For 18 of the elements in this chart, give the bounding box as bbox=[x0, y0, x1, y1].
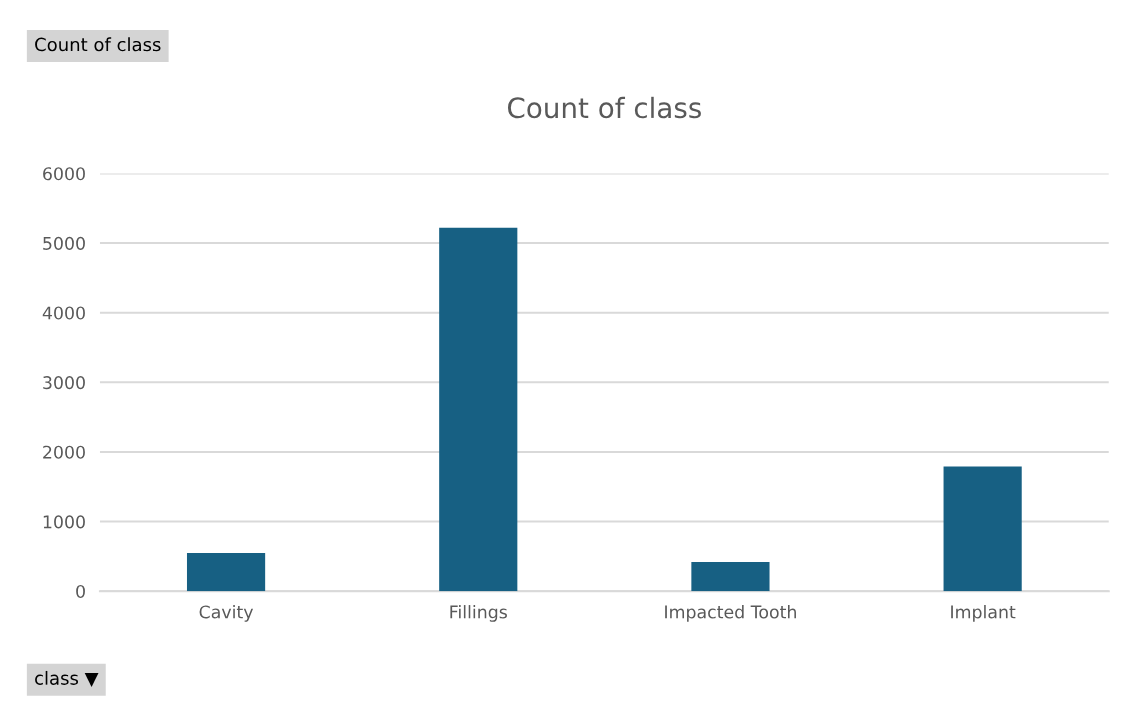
x-tick-label: Impacted Tooth bbox=[665, 605, 796, 622]
y-tick-label: 3000 bbox=[43, 376, 85, 390]
y-tick-label: 2000 bbox=[43, 445, 85, 459]
y-tick-label: 6000 bbox=[43, 167, 85, 181]
text: Count of class bbox=[35, 37, 161, 52]
chart-title: Count of class bbox=[507, 96, 701, 119]
text: class ▼ bbox=[35, 670, 99, 687]
y-tick-label: 1000 bbox=[43, 515, 85, 529]
y-tick-label: 0 bbox=[76, 584, 85, 599]
bar bbox=[439, 227, 518, 592]
bar bbox=[943, 466, 1022, 592]
bar bbox=[691, 561, 770, 592]
x-tick-label: Implant bbox=[951, 605, 1016, 622]
x-tick-label: Cavity bbox=[199, 605, 254, 622]
y-tick-label: 4000 bbox=[42, 306, 85, 320]
y-tick-label: 5000 bbox=[43, 236, 85, 250]
bar bbox=[186, 552, 266, 592]
x-tick-label: Fillings bbox=[450, 605, 507, 622]
